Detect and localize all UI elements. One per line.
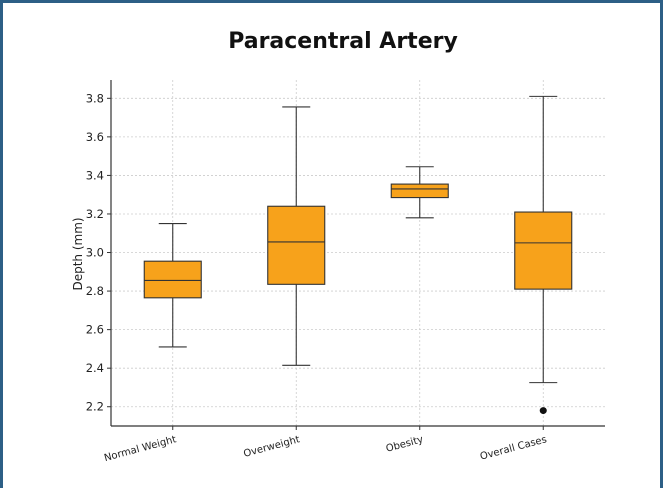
y-tick-label: 2.8 [86,284,104,298]
iqr-box [514,211,573,290]
iqr-box [143,260,202,299]
x-category-label: Obesity [385,434,425,455]
x-category-label: Normal Weight [103,434,178,464]
iqr-box [267,205,326,285]
outlier-point [539,407,547,415]
box-group [390,166,449,219]
x-category-label: Overweight [242,434,301,460]
y-tick-label: 3.8 [86,91,104,105]
y-axis-label: Depth (mm) [71,217,85,290]
y-tick-label: 3.4 [86,168,104,182]
box-series [143,95,573,415]
box-group [143,223,202,348]
y-tick-label: 2.6 [86,323,104,337]
y-tick-label: 3.2 [86,207,104,221]
y-tick-label: 2.2 [86,400,104,414]
box-group [514,95,573,415]
iqr-box [390,183,449,199]
y-tick-label: 3.6 [86,130,104,144]
y-tick-label: 3.0 [86,246,104,260]
x-category-label: Overall Cases [479,434,548,462]
y-tick-label: 2.4 [86,361,104,375]
chart-title: Paracentral Artery [228,29,458,54]
axes [107,80,605,430]
box-group [267,106,326,366]
